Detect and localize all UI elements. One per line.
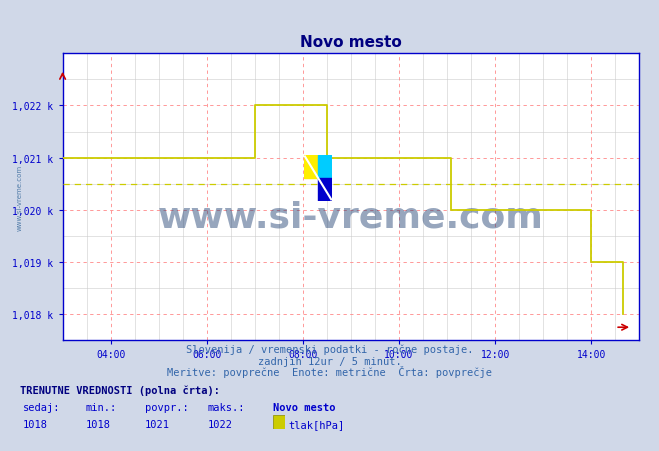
Text: 1018: 1018: [86, 419, 111, 429]
Text: 1021: 1021: [145, 419, 170, 429]
Text: Slovenija / vremenski podatki - ročne postaje.: Slovenija / vremenski podatki - ročne po…: [186, 344, 473, 354]
Text: www.si-vreme.com: www.si-vreme.com: [158, 200, 544, 235]
Text: tlak[hPa]: tlak[hPa]: [289, 419, 345, 429]
Bar: [304, 156, 318, 179]
Text: sedaj:: sedaj:: [23, 402, 61, 412]
Text: Novo mesto: Novo mesto: [273, 402, 336, 412]
Text: 1018: 1018: [23, 419, 48, 429]
Text: 1022: 1022: [208, 419, 233, 429]
Text: Meritve: povprečne  Enote: metrične  Črta: povprečje: Meritve: povprečne Enote: metrične Črta:…: [167, 365, 492, 377]
Text: www.si-vreme.com: www.si-vreme.com: [16, 164, 22, 230]
Title: Novo mesto: Novo mesto: [300, 35, 402, 50]
Text: zadnjih 12ur / 5 minut.: zadnjih 12ur / 5 minut.: [258, 356, 401, 366]
Text: maks.:: maks.:: [208, 402, 245, 412]
Text: min.:: min.:: [86, 402, 117, 412]
Text: povpr.:: povpr.:: [145, 402, 188, 412]
Bar: [318, 156, 332, 179]
Bar: [318, 179, 332, 201]
Text: TRENUTNE VREDNOSTI (polna črta):: TRENUTNE VREDNOSTI (polna črta):: [20, 385, 219, 395]
